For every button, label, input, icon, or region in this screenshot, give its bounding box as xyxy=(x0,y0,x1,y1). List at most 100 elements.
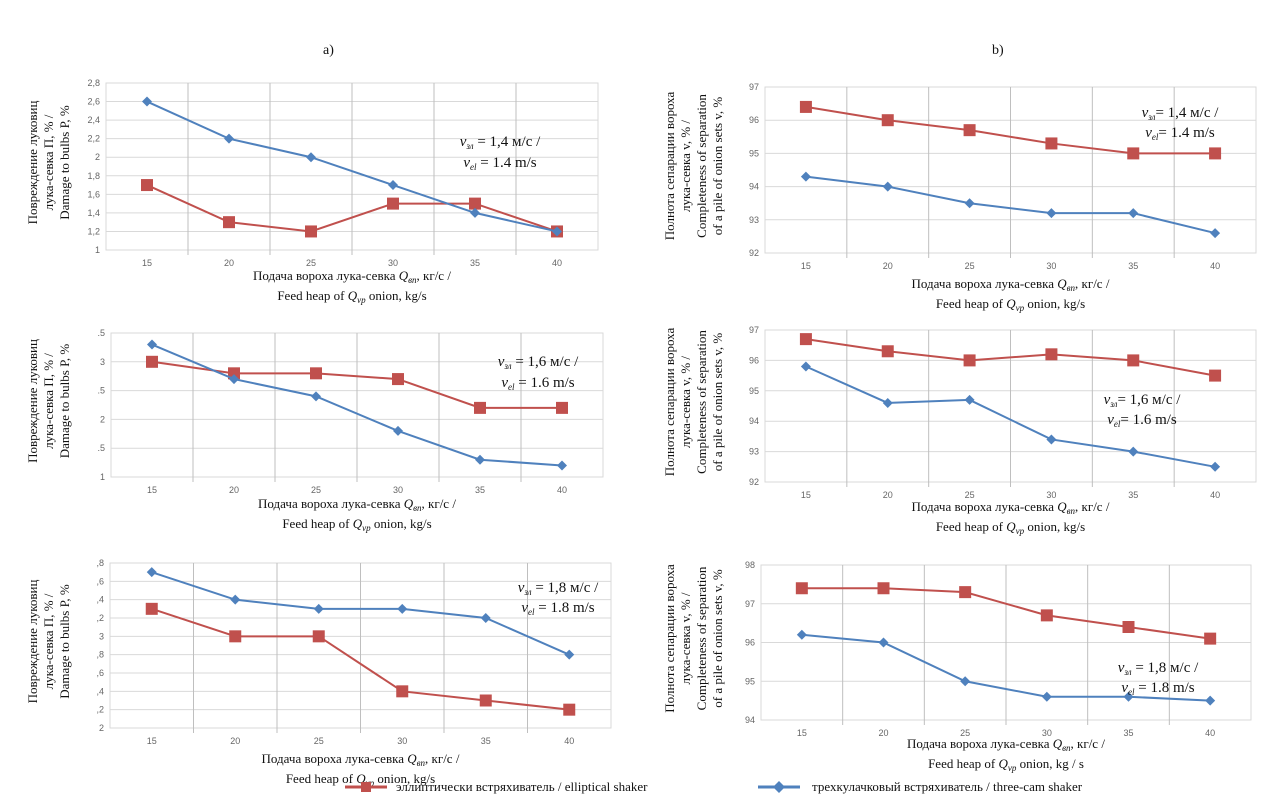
x-tick-label: 25 xyxy=(314,736,324,746)
x-tick-label: 15 xyxy=(797,728,807,738)
series-line-elliptical xyxy=(805,105,1216,155)
x-tick-label: 20 xyxy=(878,728,888,738)
y-tick-label: 97 xyxy=(749,82,759,92)
x-tick-label: 30 xyxy=(388,258,398,268)
speed-annotation: vel= 1.6 m/s xyxy=(1107,412,1177,429)
point-elliptical xyxy=(799,333,812,346)
point-elliptical xyxy=(1127,354,1140,367)
point-elliptical xyxy=(479,694,492,707)
x-tick-label: 20 xyxy=(230,736,240,746)
point-elliptical xyxy=(141,179,153,192)
point-elliptical xyxy=(1045,348,1058,361)
x-tick-label: 15 xyxy=(142,258,152,268)
x-title-text: Подача вороха лука-севка xyxy=(907,736,1053,751)
x-tick-label: 40 xyxy=(1205,728,1215,738)
x-title-unit: , кг/с / xyxy=(1071,736,1106,751)
legend-elliptical-marker xyxy=(361,782,371,792)
y-title-line: of a pile of onion sets v, % xyxy=(710,97,725,236)
point-threecam xyxy=(1123,691,1134,702)
panel-label-b: b) xyxy=(992,43,1004,58)
series-line-threecam xyxy=(805,175,1216,235)
x-title-symbol: Q xyxy=(407,751,417,766)
point-elliptical xyxy=(877,582,890,595)
x-tick-label: 30 xyxy=(397,736,407,746)
y-title-line: Damage to bulbs P, % xyxy=(57,344,72,459)
x-title-subscript: вп xyxy=(413,503,422,513)
y-tick-label: ,2 xyxy=(96,705,104,715)
annotation-value: = 1,8 м/с / xyxy=(532,580,600,596)
speed-annotation: vзл = 1,8 м/с / xyxy=(518,580,599,597)
point-elliptical xyxy=(881,114,894,127)
x-tick-label: 40 xyxy=(552,258,562,268)
annotation-subscript: зл xyxy=(1123,667,1131,677)
point-threecam xyxy=(800,171,811,182)
annotation-value: = 1,8 м/с / xyxy=(1132,660,1200,676)
y-tick-label: ,6 xyxy=(96,668,104,678)
point-threecam xyxy=(964,394,975,405)
y-tick-label: 95 xyxy=(749,148,759,158)
series-line-threecam xyxy=(805,365,1216,468)
y-tick-label: 3 xyxy=(100,357,105,367)
x-tick-label: 40 xyxy=(564,736,574,746)
point-elliptical xyxy=(1204,632,1217,645)
x-tick-label: 40 xyxy=(1210,490,1220,500)
y-tick-label: 2,8 xyxy=(87,78,100,88)
point-elliptical xyxy=(223,216,235,229)
point-elliptical xyxy=(305,225,317,238)
point-threecam xyxy=(306,152,316,163)
y-title-line: Повреждение луковиц xyxy=(25,101,40,225)
x-title-subscript: vp xyxy=(1016,526,1025,536)
x-title-symbol: Q xyxy=(1057,499,1067,514)
series-line-elliptical xyxy=(151,360,562,409)
y-title-line: лука-севка v, % / xyxy=(678,120,693,212)
point-elliptical xyxy=(963,124,976,137)
y-title-line: Полнота сепарации вороха xyxy=(662,92,677,241)
x-tick-label: 35 xyxy=(481,736,491,746)
legend-threecam-label: трехкулачковый встряхиватель / three-cam… xyxy=(812,779,1083,794)
y-title-line: Completeness of separation xyxy=(694,330,709,474)
y-tick-label: 95 xyxy=(749,386,759,396)
x-title-symbol: Q xyxy=(348,288,358,303)
series-line-threecam xyxy=(151,343,563,467)
annotation-symbol: v xyxy=(1107,412,1114,428)
point-threecam xyxy=(313,603,324,614)
x-tick-label: 25 xyxy=(965,261,975,271)
y-title-line: Полнота сепарации вороха xyxy=(662,328,677,477)
point-elliptical xyxy=(563,703,576,716)
series-line-elliptical xyxy=(805,338,1216,377)
x-axis-title: Подача вороха лука-севка Qвп, кг/с / xyxy=(253,268,451,285)
speed-annotation: vel = 1.6 m/s xyxy=(501,375,574,392)
x-tick-label: 35 xyxy=(1128,261,1138,271)
series-line-elliptical xyxy=(146,184,558,233)
y-tick-label: 97 xyxy=(749,325,759,335)
chart-1: 1 1,2 1,4 1,6 1,8 2 2,2 2,4 2,6 2,8 15 20 25 30 35 40 vз… xyxy=(25,78,599,305)
y-tick-label: ,2 xyxy=(96,613,104,623)
x-title-unit: , кг/с / xyxy=(417,268,452,283)
y-title-line: of a pile of onion sets v, % xyxy=(710,333,725,472)
y-tick-label: .5 xyxy=(97,328,105,338)
x-title-subscript: вп xyxy=(1067,506,1076,516)
y-tick-label: 92 xyxy=(749,477,759,487)
x-title-subscript: вп xyxy=(417,758,426,768)
point-elliptical xyxy=(799,100,812,113)
speed-annotation: vзл = 1,6 м/с / xyxy=(498,354,579,371)
y-axis-title: Повреждение луковиц лука-севка П, % / Dama… xyxy=(25,339,72,463)
series-line-elliptical xyxy=(151,607,570,711)
point-threecam xyxy=(224,133,234,144)
annotation-subscript: зл xyxy=(1109,399,1117,409)
point-elliptical xyxy=(145,602,158,615)
y-axis-title: Полнота сепарации вороха лука-севка v, % … xyxy=(662,328,725,477)
y-tick-label: 95 xyxy=(745,676,755,686)
x-tick-label: 30 xyxy=(1046,490,1056,500)
y-title-line: Damage to bulbs P, % xyxy=(57,584,72,699)
x-tick-label: 15 xyxy=(801,261,811,271)
y-axis-title: Полнота сепарации вороха лука-севка v, % … xyxy=(662,564,725,713)
point-elliptical xyxy=(474,401,486,414)
point-threecam xyxy=(1041,691,1052,702)
x-title-subscript: вп xyxy=(1067,283,1076,293)
series-line-threecam xyxy=(146,100,558,233)
point-threecam xyxy=(878,637,889,648)
y-title-line: Повреждение луковиц xyxy=(25,339,40,463)
y-tick-label: 1 xyxy=(100,472,105,482)
point-elliptical xyxy=(881,345,894,358)
